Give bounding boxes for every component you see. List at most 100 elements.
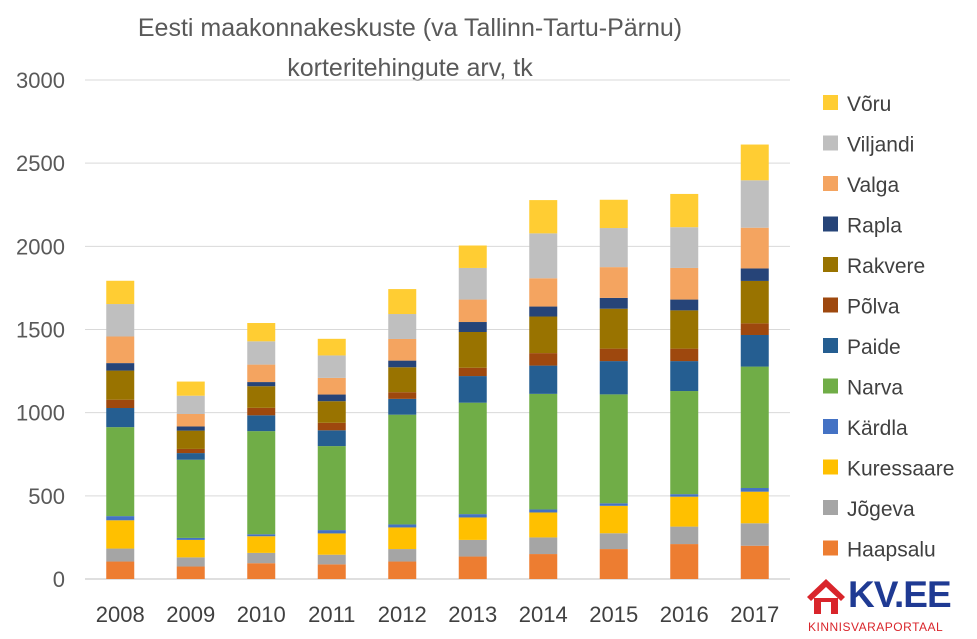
legend-swatch	[823, 459, 838, 475]
bar-segment	[458, 376, 487, 403]
legend-swatch	[823, 540, 838, 556]
bar-segment	[176, 381, 205, 396]
bar-segment	[388, 367, 417, 393]
house-icon	[807, 579, 845, 614]
bar-segment	[458, 267, 487, 300]
legend-swatch	[823, 95, 838, 110]
bar-segment	[740, 488, 769, 492]
bar-segment	[740, 545, 769, 579]
bar-segment	[670, 348, 699, 362]
bar-segment	[247, 364, 276, 383]
bar-segment	[247, 382, 276, 387]
bar-segment	[247, 415, 276, 432]
legend-label: Narva	[847, 377, 903, 400]
bar-segment	[106, 280, 135, 305]
bar-segment	[317, 355, 346, 378]
bar-segment	[599, 503, 628, 506]
bar-segment	[740, 323, 769, 335]
bar-segment	[458, 556, 487, 579]
bar-segment	[247, 534, 276, 537]
bar-segment	[670, 494, 699, 497]
bar-segment	[529, 200, 558, 234]
bar-segment	[670, 299, 699, 311]
bar-segment	[458, 322, 487, 332]
chart-title-line-2: korteritehingute arv, tk	[287, 54, 533, 82]
bar-segment	[317, 564, 346, 579]
bar-segment	[599, 228, 628, 268]
bar-segment	[529, 509, 558, 513]
legend-label: Põlva	[847, 296, 900, 319]
bar-segment	[529, 393, 558, 510]
bar-segment	[458, 299, 487, 323]
x-tick-label: 2009	[166, 602, 215, 627]
bar-segment	[247, 563, 276, 579]
bar-segment	[458, 402, 487, 515]
x-tick-label: 2012	[378, 602, 427, 627]
bar-segment	[176, 430, 205, 449]
bar-segment	[740, 180, 769, 228]
bar-segment	[599, 361, 628, 395]
bar-segment	[106, 516, 135, 521]
legend-label: Viljandi	[847, 134, 914, 157]
bar-segment	[317, 430, 346, 447]
y-tick-label: 1000	[16, 401, 65, 426]
bar-segment	[599, 549, 628, 579]
legend-label: Võru	[847, 93, 891, 116]
bar-segment	[670, 496, 699, 527]
bar-segment	[247, 323, 276, 342]
bar-segment	[388, 398, 417, 415]
bar-segment	[599, 505, 628, 534]
legend-swatch	[823, 500, 838, 515]
bar-segment	[599, 199, 628, 229]
bar-segment	[317, 554, 346, 565]
bar-segment	[106, 363, 135, 371]
logo-subtitle: KINNISVARAPORTAAL	[808, 620, 944, 634]
y-tick-label: 3000	[16, 68, 65, 93]
bar-segment	[740, 334, 769, 367]
legend-label: Haapsalu	[847, 539, 936, 562]
y-tick-label: 2500	[16, 151, 65, 176]
x-tick-label: 2008	[96, 602, 145, 627]
bar-segment	[458, 514, 487, 518]
bar-segment	[176, 537, 205, 540]
bar-segment	[176, 539, 205, 558]
bar-segment	[529, 512, 558, 538]
bar-segment	[176, 459, 205, 538]
bar-segment	[247, 386, 276, 408]
bar-segment	[670, 267, 699, 300]
bar-segment	[529, 316, 558, 354]
bar-segment	[247, 431, 276, 535]
bar-segment	[670, 391, 699, 495]
y-tick-label: 1500	[16, 318, 65, 343]
bar-segment	[458, 517, 487, 540]
bar-segment	[670, 361, 699, 392]
bar-segment	[317, 446, 346, 531]
bar-segment	[529, 306, 558, 317]
bar-segment	[176, 453, 205, 460]
bar-segment	[458, 245, 487, 268]
bar-segment	[176, 557, 205, 567]
bar-segment	[529, 537, 558, 555]
bar-segment	[176, 413, 205, 427]
bar-segment	[388, 289, 417, 315]
bar-segment	[247, 552, 276, 564]
bar-segment	[317, 533, 346, 555]
bar-segment	[388, 392, 417, 399]
bar-segment	[317, 422, 346, 431]
bar-segment	[529, 554, 558, 579]
bar-segment	[388, 549, 417, 562]
bar-segment	[670, 526, 699, 545]
bar-segment	[599, 308, 628, 349]
legend-swatch	[823, 297, 838, 313]
bar-segment	[740, 366, 769, 489]
x-tick-label: 2010	[237, 602, 286, 627]
legend-swatch	[823, 135, 838, 151]
bar-segment	[740, 227, 769, 269]
bar-segment	[670, 544, 699, 579]
bar-segment	[317, 530, 346, 534]
legend-swatch	[823, 176, 838, 191]
bar-segment	[247, 341, 276, 365]
legend-swatch	[823, 257, 838, 272]
bar-segment	[388, 338, 417, 361]
